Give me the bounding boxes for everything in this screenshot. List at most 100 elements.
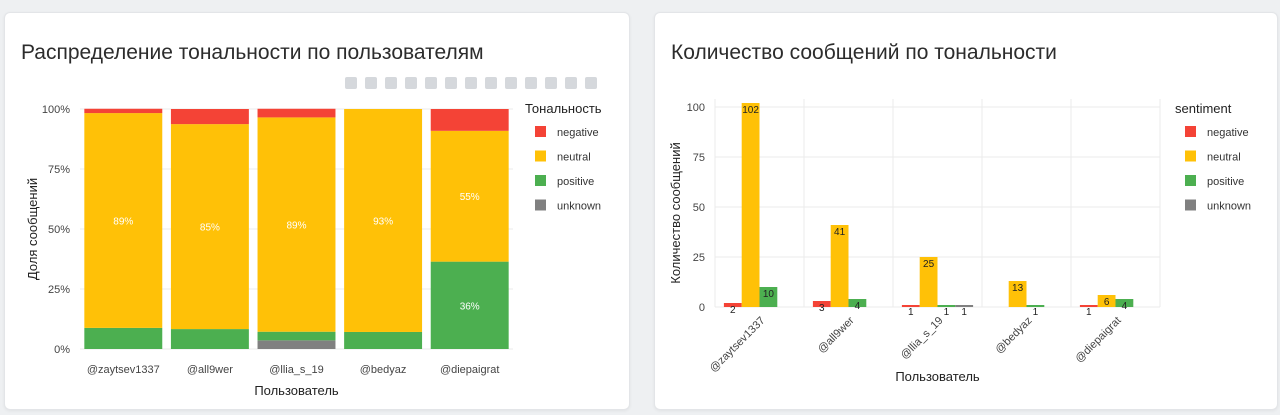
hover-compare-icon-shape [565,77,577,89]
bar-negative[interactable] [170,109,249,125]
y-tick-label: 50 [693,202,705,214]
reset-axes-icon-shape [505,77,517,89]
chart-title: Распределение тональности по пользовател… [21,41,484,64]
bar-negative[interactable] [1079,305,1098,307]
autoscale-icon-shape [485,77,497,89]
x-tick-label: @diepaigrat [440,364,499,376]
zoom-icon[interactable] [365,77,377,89]
x-axis-title: Пользователь [254,383,339,398]
bar-neutral[interactable] [344,109,423,332]
bar-negative[interactable] [723,303,742,307]
bar-positive[interactable] [848,299,867,307]
bar-data-label: 1 [908,307,914,318]
bar-data-label: 25 [923,259,935,270]
x-tick-label: @llia_s_19 [899,315,946,362]
bar-neutral[interactable] [1008,281,1027,307]
legend-swatch-neutral[interactable] [535,150,546,162]
spike-lines-icon-shape [525,77,537,89]
bar-data-label: 13 [1012,283,1024,294]
sentiment-share-chart[interactable]: 0% 25% 50% 75% 100% 89% @zaytsev1337 85% @all9we… [5,13,629,409]
bar-data-label: 3 [819,303,825,314]
bar-data-label: 89% [113,216,133,227]
box-select-icon[interactable] [405,77,417,89]
legend-item-unknown[interactable]: unknown [1207,201,1251,213]
hover-compare-icon[interactable] [565,77,577,89]
bar-negative[interactable] [84,108,163,114]
bar-neutral[interactable] [830,225,849,307]
legend-swatch-negative[interactable] [1185,126,1196,137]
y-tick-label: 0 [699,302,705,314]
zoom-out-icon[interactable] [465,77,477,89]
bar-negative[interactable] [257,108,336,118]
lasso-icon[interactable] [425,77,437,89]
legend-swatch-neutral[interactable] [1185,150,1196,162]
reset-axes-icon[interactable] [505,77,517,89]
bar-neutral[interactable] [1097,295,1116,307]
y-tick-label: 100% [42,104,70,116]
y-tick-label: 50% [48,224,70,236]
bar-positive[interactable] [430,261,509,349]
chart-title: Количество сообщений по тональности [671,41,1057,64]
bar-unknown[interactable] [257,340,336,349]
bar-neutral[interactable] [919,257,938,307]
bar-positive[interactable] [1115,299,1134,307]
box-select-icon-shape [405,77,417,89]
bar-data-label: 10 [763,289,775,300]
y-tick-label: 75 [693,152,705,164]
autoscale-icon[interactable] [485,77,497,89]
legend-swatch-positive[interactable] [535,175,546,186]
x-tick-label: @all9wer [187,364,233,376]
zoom-icon-shape [365,77,377,89]
legend-title: Тональность [525,101,602,116]
legend-swatch-unknown[interactable] [535,199,546,211]
x-tick-label: @zaytsev1337 [708,315,768,375]
x-tick-label: @bedyaz [360,364,407,376]
bar-neutral[interactable] [257,117,336,332]
bar-positive[interactable] [937,305,956,307]
legend-item-unknown[interactable]: unknown [557,201,601,213]
zoom-in-icon[interactable] [445,77,457,89]
message-count-card: Количество сообщений по тональности 0 25 5… [654,12,1278,410]
bar-positive[interactable] [84,327,163,349]
bar-neutral[interactable] [430,130,509,262]
legend-item-positive[interactable]: positive [1207,176,1244,188]
bar-data-label: 1 [961,307,967,318]
bar-negative[interactable] [812,301,831,307]
bar-positive[interactable] [344,331,423,349]
pan-icon[interactable] [385,77,397,89]
legend-swatch-negative[interactable] [535,126,546,137]
bar-positive[interactable] [1026,305,1045,307]
camera-icon[interactable] [345,77,357,89]
bar-data-label: 1 [1033,307,1039,318]
bar-positive[interactable] [759,287,778,307]
bar-negative[interactable] [430,109,509,131]
legend-item-positive[interactable]: positive [557,176,594,188]
plotly-logo-icon-shape [585,77,597,89]
legend-item-neutral[interactable]: neutral [1207,152,1241,164]
hover-closest-icon[interactable] [545,77,557,89]
legend-item-neutral[interactable]: neutral [557,152,591,164]
bar-positive[interactable] [257,331,336,341]
bar-data-label: 36% [460,301,480,312]
bar-neutral[interactable] [84,113,163,328]
bar-neutral[interactable] [741,103,760,307]
x-tick-label: @zaytsev1337 [87,364,160,376]
bar-unknown[interactable] [955,305,974,307]
sentiment-share-card: Распределение тональности по пользовател… [4,12,630,410]
message-count-chart[interactable]: 0255075100210210@zaytsev13373414@all9wer… [655,13,1277,409]
pan-icon-shape [385,77,397,89]
legend-item-negative[interactable]: negative [557,127,599,139]
y-tick-label: 100 [687,102,705,114]
plotly-logo-icon[interactable] [585,77,597,89]
spike-lines-icon[interactable] [525,77,537,89]
bar-positive[interactable] [170,329,249,349]
legend-swatch-positive[interactable] [1185,175,1196,186]
bar-data-label: 55% [460,192,480,203]
y-axis-title: Количество сообщений [668,142,683,283]
legend-item-negative[interactable]: negative [1207,127,1249,139]
x-tick-label: @diepaigrat [1073,315,1124,366]
bar-negative[interactable] [901,305,920,307]
bar-data-label: 89% [286,221,306,232]
bar-neutral[interactable] [170,124,249,330]
legend-swatch-unknown[interactable] [1185,199,1196,211]
